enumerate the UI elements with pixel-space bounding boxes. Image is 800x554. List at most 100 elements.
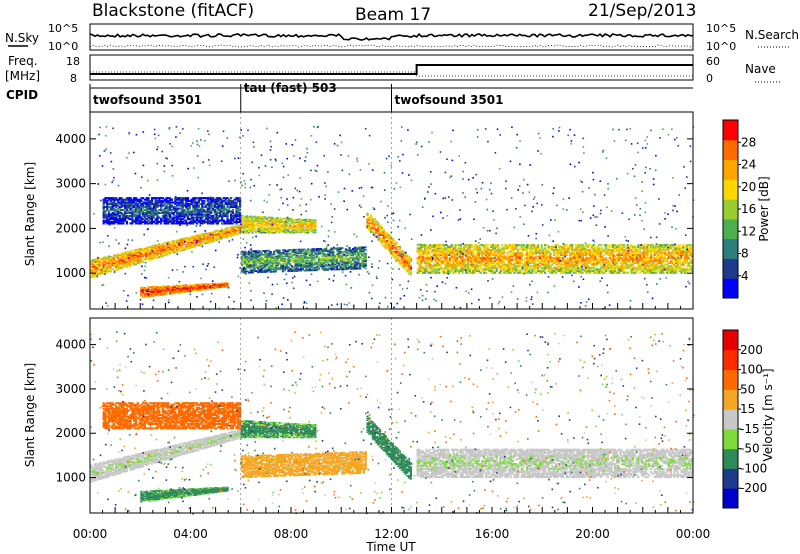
heatmap-cell — [90, 263, 93, 266]
heatmap-cell — [188, 237, 191, 239]
heatmap-cell — [301, 219, 304, 221]
heatmap-cell — [152, 250, 155, 252]
heatmap-cell — [253, 218, 256, 221]
heatmap-cell — [237, 229, 240, 231]
heatmap-cell — [199, 239, 202, 241]
heatmap-cell — [210, 236, 213, 238]
heatmap-cell — [170, 241, 173, 243]
heatmap-cell — [274, 218, 277, 221]
heatmap-cell — [274, 227, 277, 230]
heatmap-cell — [104, 264, 107, 267]
heatmap-cell — [291, 256, 294, 259]
heatmap-cell — [251, 226, 254, 228]
heatmap-cell — [188, 243, 191, 245]
heatmap-cell — [262, 216, 265, 218]
heatmap-cell — [226, 229, 229, 231]
heatmap-cell — [271, 227, 274, 229]
heatmap-cell — [265, 263, 269, 266]
heatmap-cell — [106, 262, 109, 264]
heatmap-cell — [133, 255, 136, 257]
heatmap-cell — [301, 263, 304, 266]
heatmap-cell — [274, 260, 277, 263]
heatmap-cell — [246, 226, 249, 228]
heatmap-cell — [291, 254, 294, 256]
heatmap-cell — [90, 275, 93, 278]
heatmap-cell — [203, 241, 206, 243]
heatmap-cell — [256, 217, 260, 220]
heatmap-cell — [310, 224, 313, 226]
heatmap-cell — [177, 241, 181, 243]
heatmap-cell — [249, 255, 252, 258]
heatmap-cell — [138, 257, 141, 259]
heatmap-cell — [325, 264, 328, 266]
heatmap-cell — [240, 269, 243, 272]
heatmap-cell — [147, 258, 150, 260]
heatmap-cell — [337, 262, 340, 265]
heatmap-cell — [120, 266, 123, 269]
heatmap-cell — [127, 265, 130, 268]
heatmap-cell — [176, 250, 179, 252]
heatmap-cell — [199, 235, 202, 237]
heatmap-cell — [330, 263, 333, 266]
heatmap-cell — [188, 243, 191, 245]
heatmap-cell — [186, 285, 190, 287]
heatmap-cell — [226, 232, 229, 234]
heatmap-cell — [190, 285, 193, 287]
heatmap-cell — [350, 263, 353, 265]
heatmap-cell — [253, 215, 256, 218]
heatmap-cell — [118, 262, 121, 265]
heatmap-cell — [109, 256, 112, 259]
heatmap-cell — [274, 217, 277, 220]
heatmap-cell — [93, 268, 96, 271]
heatmap-cell — [91, 265, 94, 267]
heatmap-cell — [285, 218, 288, 220]
heatmap-cell — [265, 256, 269, 258]
heatmap-cell — [303, 264, 306, 267]
heatmap-cell — [278, 266, 281, 269]
heatmap-cell — [165, 250, 168, 253]
heatmap-cell — [170, 247, 173, 250]
heatmap-cell — [350, 261, 353, 264]
heatmap-cell — [167, 247, 170, 249]
heatmap-cell — [240, 223, 243, 226]
heatmap-cell — [285, 266, 288, 269]
heatmap-cell — [400, 252, 403, 255]
heatmap-cell — [161, 287, 164, 289]
heatmap-cell — [230, 230, 233, 232]
heatmap-cell — [244, 226, 247, 228]
heatmap-cell — [341, 250, 344, 253]
heatmap-cell — [231, 228, 234, 230]
heatmap-cell — [269, 228, 272, 230]
heatmap-cell — [294, 268, 297, 271]
heatmap-cell — [251, 256, 254, 259]
heatmap-cell — [242, 270, 245, 273]
heatmap-cell — [131, 255, 134, 257]
heatmap-cell — [217, 283, 220, 285]
heatmap-cell — [221, 237, 224, 239]
heatmap-cell — [317, 253, 321, 255]
heatmap-cell — [326, 262, 330, 265]
heatmap-cell — [287, 219, 290, 221]
heatmap-cell — [258, 220, 261, 223]
heatmap-cell — [242, 215, 245, 217]
heatmap-cell — [172, 245, 175, 247]
heatmap-cell — [127, 263, 130, 266]
heatmap-cell — [273, 259, 276, 262]
heatmap-cell — [190, 246, 193, 248]
heatmap-cell — [163, 248, 166, 250]
heatmap-cell — [287, 269, 290, 271]
heatmap-cell — [316, 261, 319, 264]
heatmap-cell — [337, 268, 340, 271]
heatmap-cell — [145, 296, 148, 298]
heatmap-cell — [95, 274, 98, 276]
heatmap-cell — [280, 230, 283, 232]
heatmap-cell — [330, 265, 333, 267]
heatmap-cell — [244, 253, 247, 255]
heatmap-cell — [312, 268, 315, 270]
heatmap-cell — [262, 218, 265, 220]
heatmap-cell — [174, 246, 177, 249]
heatmap-cell — [289, 225, 292, 227]
heatmap-cell — [486, 244, 489, 247]
heatmap-cell — [149, 251, 152, 253]
heatmap-cell — [172, 290, 175, 292]
